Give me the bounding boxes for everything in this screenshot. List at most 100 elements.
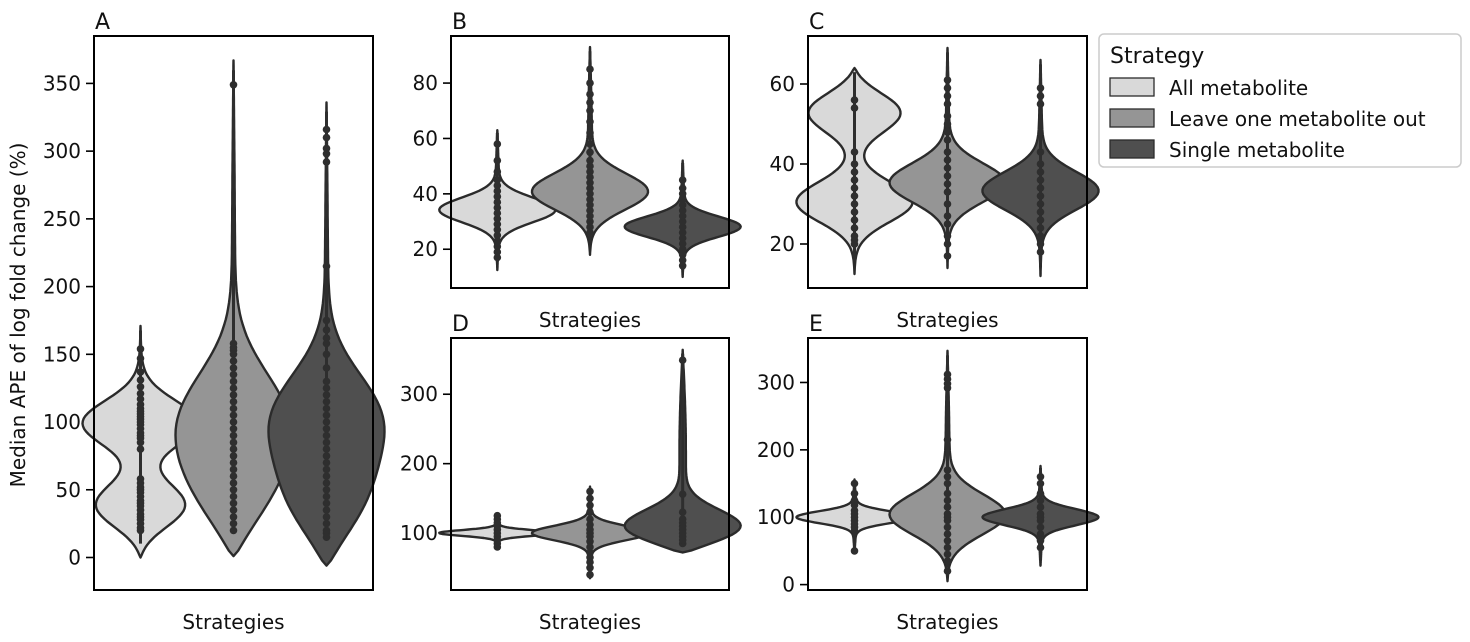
data-point <box>493 198 502 206</box>
x-axis-label: Strategies <box>896 610 998 634</box>
y-tick-label: 200 <box>43 275 81 299</box>
data-point <box>678 217 687 226</box>
data-point <box>322 479 331 487</box>
legend-entry: Leave one metabolite out <box>1109 107 1426 131</box>
data-point <box>229 404 238 413</box>
data-point <box>322 397 331 406</box>
data-point <box>1036 496 1045 505</box>
data-point <box>943 188 952 196</box>
data-point <box>493 209 502 217</box>
y-tick-label: 0 <box>68 545 81 569</box>
data-point <box>229 472 238 481</box>
data-point <box>229 418 238 426</box>
y-tick-label: 0 <box>782 573 795 597</box>
data-point <box>493 176 502 184</box>
data-point <box>1036 208 1045 216</box>
y-tick-label: 350 <box>43 71 81 95</box>
x-axis-label: Strategies <box>539 308 641 332</box>
data-point <box>943 172 952 180</box>
axes-frame <box>807 337 1088 591</box>
data-point <box>1036 489 1045 498</box>
y-axis-label: Median APE of log fold change (%) <box>6 143 30 488</box>
data-point <box>229 519 238 528</box>
y-tick-label: 100 <box>400 521 438 545</box>
data-point <box>322 425 331 433</box>
panel-letter: D <box>452 312 469 337</box>
data-point <box>1036 530 1045 538</box>
data-point <box>586 217 594 226</box>
data-point <box>229 339 238 348</box>
data-point <box>322 326 331 334</box>
data-point <box>322 384 331 393</box>
panel-e: E 0 100 200 300 Strategies <box>757 312 1100 634</box>
data-point <box>586 501 594 510</box>
data-point <box>850 176 859 184</box>
panel-c: C 20 40 60 Strategies <box>770 10 1100 332</box>
data-point <box>586 162 594 170</box>
data-point <box>943 537 952 545</box>
data-point <box>229 499 238 508</box>
data-point <box>1036 510 1045 518</box>
panel-letter: B <box>452 10 467 35</box>
y-tick-label: 250 <box>43 207 81 231</box>
data-point <box>322 519 331 528</box>
data-point <box>850 479 859 488</box>
data-point <box>493 203 502 212</box>
data-point <box>943 136 952 144</box>
data-point <box>678 223 687 231</box>
y-tick-label: 200 <box>757 438 795 462</box>
data-point <box>678 515 687 523</box>
data-point <box>678 195 687 204</box>
data-point <box>322 316 331 325</box>
data-point <box>1036 200 1045 208</box>
data-point <box>850 489 859 498</box>
data-point <box>678 490 687 499</box>
data-point <box>1036 473 1045 481</box>
data-point <box>493 226 502 234</box>
data-point <box>943 112 952 120</box>
data-point <box>322 133 331 142</box>
data-point <box>586 487 594 496</box>
y-tick-label: 20 <box>770 232 795 256</box>
data-point <box>1036 92 1045 100</box>
data-point <box>1036 176 1045 184</box>
panel-letter: E <box>809 312 823 337</box>
data-point <box>943 164 952 172</box>
data-point <box>229 397 238 406</box>
data-point <box>678 239 687 248</box>
data-point <box>1036 248 1045 256</box>
axes-frame <box>807 35 1088 289</box>
data-point <box>229 486 238 494</box>
data-point <box>943 252 952 260</box>
axes-frame <box>450 35 730 289</box>
data-point <box>943 212 952 220</box>
data-point <box>586 173 594 181</box>
data-point <box>943 503 952 511</box>
data-point <box>943 543 952 552</box>
data-point <box>1036 184 1045 192</box>
data-point <box>678 190 687 198</box>
data-point <box>850 208 859 216</box>
data-point <box>229 411 238 420</box>
data-point <box>322 445 331 453</box>
data-point <box>1036 148 1045 156</box>
data-point <box>943 148 952 156</box>
data-point <box>229 506 238 514</box>
y-tick-label: 40 <box>770 152 795 176</box>
data-point <box>493 156 502 165</box>
data-point <box>229 465 238 474</box>
data-point <box>850 224 859 232</box>
data-point <box>586 79 594 87</box>
y-tick-label: 60 <box>413 126 438 150</box>
data-point <box>322 150 331 158</box>
y-tick-label: 40 <box>413 182 438 206</box>
data-point <box>136 383 145 391</box>
data-point <box>943 479 952 488</box>
legend-entry: Single metabolite <box>1109 138 1345 162</box>
data-point <box>322 465 331 474</box>
legend-frame <box>1098 33 1462 168</box>
data-point <box>322 418 331 426</box>
y-tick-label: 300 <box>757 370 795 394</box>
data-point <box>586 228 594 237</box>
data-point <box>322 334 331 342</box>
